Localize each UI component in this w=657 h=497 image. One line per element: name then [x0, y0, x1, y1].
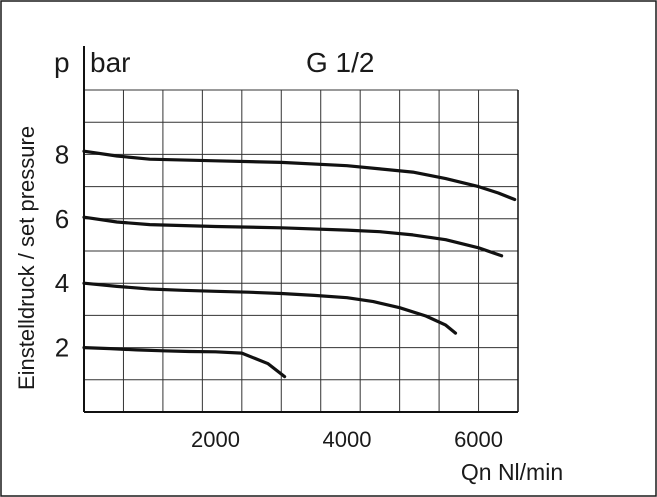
y-axis-symbol: p [54, 47, 70, 78]
series-line-1 [82, 346, 287, 379]
y-axis-label: Einstelldruck / set pressure [14, 126, 39, 390]
x-axis-label: Qn Nl/min [461, 459, 563, 485]
y-tick-labels: 2 4 6 8 [55, 139, 69, 362]
x-tick-label: 2000 [191, 427, 240, 452]
grid [84, 89, 518, 412]
y-axis-unit: bar [90, 47, 130, 78]
axes [83, 46, 519, 413]
series-lines [82, 149, 517, 379]
series-line-2 [82, 281, 458, 335]
series-line-3 [82, 215, 504, 258]
x-tick-labels: 2000 4000 6000 [191, 427, 503, 452]
y-tick-label: 8 [55, 139, 69, 169]
y-tick-label: 6 [55, 204, 69, 234]
series-line-4 [82, 149, 517, 202]
y-tick-label: 4 [55, 268, 69, 298]
x-tick-label: 6000 [454, 427, 503, 452]
y-tick-label: 2 [55, 333, 69, 363]
chart-title: G 1/2 [306, 47, 374, 78]
x-tick-label: 4000 [323, 427, 372, 452]
